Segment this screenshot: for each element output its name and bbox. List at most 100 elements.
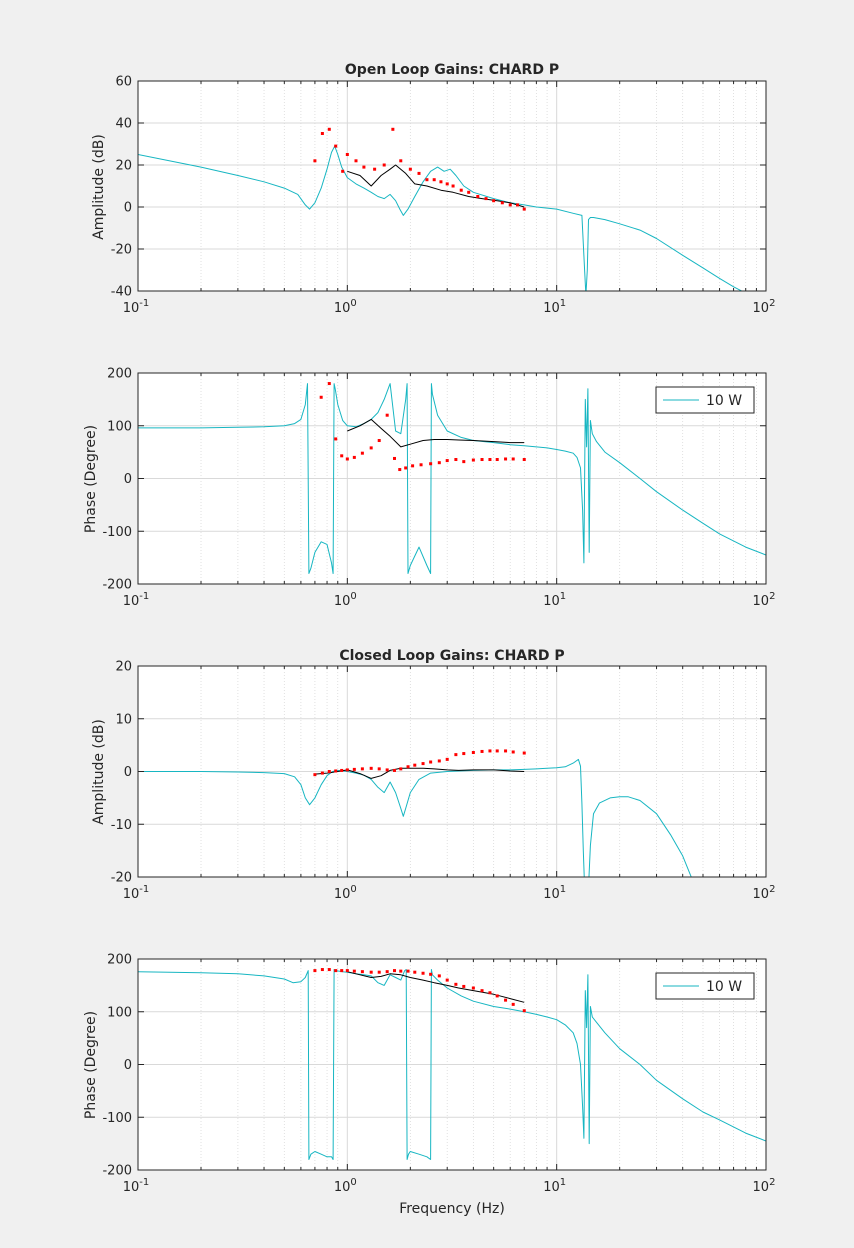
measured-point — [437, 461, 441, 465]
measured-point — [313, 969, 317, 973]
measured-point — [352, 767, 356, 771]
y-tick-label: 0 — [124, 472, 132, 487]
y-tick-label: 20 — [115, 660, 132, 675]
y-tick-label: -200 — [102, 578, 132, 593]
measured-point — [319, 395, 323, 399]
tick-marks — [137, 665, 767, 878]
measured-point — [429, 972, 433, 976]
measured-point — [392, 456, 396, 460]
measured-point — [484, 197, 488, 201]
y-tick-label: -20 — [111, 243, 132, 258]
series-group — [138, 968, 766, 1160]
closed-loop-phase-panel: -200 -100 0 100 200 10-1 100 101 102 Phase (Degr… — [83, 953, 775, 1218]
measured-point — [508, 203, 512, 207]
measured-point — [340, 768, 344, 772]
y-tick-label: 10 — [115, 712, 132, 727]
model-series-line — [138, 145, 743, 291]
measured-point — [327, 382, 331, 386]
y-tick-label: 100 — [107, 1005, 132, 1020]
x-tick-label: 10-1 — [123, 591, 150, 609]
measured-point — [504, 998, 508, 1002]
measured-point — [522, 1009, 526, 1013]
measured-point — [369, 446, 373, 450]
measured-point — [392, 768, 396, 772]
measured-point — [511, 750, 515, 754]
y-tick-label: 0 — [124, 201, 132, 216]
measured-point — [341, 169, 345, 173]
y-tick-label: 60 — [115, 75, 132, 90]
measured-point — [327, 968, 331, 972]
x-tick-label: 100 — [334, 591, 357, 609]
measured-point — [495, 994, 499, 998]
plot-layer: -40 -20 0 20 40 60 10-1 100 101 102 — [111, 75, 776, 317]
measured-point — [334, 437, 338, 441]
measured-point — [313, 159, 317, 163]
legend: 10 W — [655, 386, 755, 414]
y-tick-label: 0 — [124, 765, 132, 780]
plot-layer: -20 -10 0 10 20 10-1 100 101 102 — [111, 660, 776, 903]
tick-marks — [137, 958, 767, 1171]
measured-series-line — [347, 164, 525, 208]
tick-marks — [137, 80, 767, 292]
measured-point — [320, 132, 324, 135]
axes-box — [137, 80, 767, 292]
x-axis-label: Frequency (Hz) — [399, 1201, 505, 1217]
measured-point — [406, 765, 410, 769]
measured-point — [437, 974, 441, 978]
legend-label: 10 W — [706, 393, 742, 409]
legend: 10 W — [655, 972, 755, 1000]
measured-point — [313, 773, 317, 777]
panel-title: Closed Loop Gains: CHARD P — [339, 648, 564, 664]
measured-point — [437, 759, 441, 763]
measured-point — [504, 749, 508, 753]
x-tick-label: 101 — [543, 298, 566, 316]
measured-point — [320, 968, 324, 972]
measured-point — [334, 144, 338, 148]
tick-marks — [137, 372, 767, 585]
measured-point — [471, 751, 475, 755]
measured-point — [471, 458, 475, 462]
measured-point — [360, 970, 364, 974]
x-tick-label: 10-1 — [123, 1177, 150, 1195]
x-tick-label: 100 — [334, 884, 357, 902]
measured-point — [382, 163, 386, 167]
measured-point — [511, 457, 515, 461]
measured-point — [340, 969, 344, 973]
measured-point — [467, 190, 471, 194]
measured-point — [404, 466, 408, 470]
y-axis-label: Amplitude (dB) — [91, 134, 107, 240]
measured-point — [500, 201, 504, 205]
y-tick-label: -10 — [111, 818, 132, 833]
measured-point — [451, 184, 455, 188]
x-tick-label: 101 — [543, 1177, 566, 1195]
measured-point — [454, 982, 458, 986]
measured-point — [495, 458, 499, 462]
measured-point — [399, 159, 403, 163]
measured-point — [369, 970, 373, 974]
y-tick-label: 20 — [115, 159, 132, 174]
measured-series-line — [347, 971, 525, 1003]
measured-point — [327, 127, 331, 131]
y-tick-label: 0 — [124, 1058, 132, 1073]
measured-point — [334, 769, 338, 773]
series-group — [138, 749, 692, 877]
measured-point — [399, 767, 403, 771]
measured-point — [522, 207, 526, 211]
measured-point — [454, 753, 458, 757]
y-tick-label: 40 — [115, 117, 132, 132]
measured-point — [462, 752, 466, 756]
measured-series-line — [347, 418, 525, 448]
measured-point — [362, 165, 366, 169]
measured-point — [345, 768, 349, 772]
measured-point — [425, 178, 429, 182]
measured-point — [445, 757, 449, 761]
x-tick-label: 102 — [753, 591, 776, 609]
measured-point — [417, 171, 421, 175]
measured-point — [522, 458, 526, 462]
measured-point — [492, 199, 496, 203]
y-tick-label: 200 — [107, 953, 132, 968]
measured-point — [385, 970, 389, 974]
measured-point — [429, 760, 433, 764]
series-group — [138, 382, 766, 574]
